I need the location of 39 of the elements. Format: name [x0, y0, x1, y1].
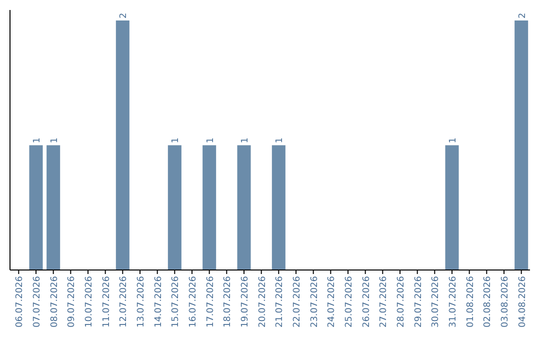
x-tick-label: 17.07.2026 [206, 276, 216, 328]
x-tick-label: 16.07.2026 [188, 276, 198, 328]
data-label: 1 [448, 138, 458, 144]
x-tick-label: 13.07.2026 [136, 276, 146, 328]
data-label: 1 [206, 138, 216, 144]
x-tick-label: 12.07.2026 [119, 276, 130, 328]
data-label: 1 [50, 138, 60, 144]
data-label: 1 [32, 138, 42, 144]
x-tick-label: 08.07.2026 [50, 276, 60, 328]
x-tick-label: 09.07.2026 [67, 276, 78, 328]
x-tick-label: 22.07.2026 [292, 276, 302, 328]
x-tick-label: 14.07.2026 [154, 276, 164, 328]
x-tick-label: 04.08.2026 [518, 276, 528, 328]
x-tick-label: 25.07.2026 [344, 276, 354, 328]
x-tick-label: 18.07.2026 [223, 276, 234, 328]
x-tick-label: 24.07.2026 [327, 276, 338, 328]
x-tick-label: 11.07.2026 [102, 276, 112, 328]
x-tick-label: 27.07.2026 [379, 276, 390, 328]
x-tick-label: 23.07.2026 [310, 276, 320, 328]
x-tick-label: 29.07.2026 [414, 276, 424, 328]
x-tick-label: 07.07.2026 [32, 276, 42, 328]
data-label: 2 [119, 12, 130, 18]
x-tick-label: 06.07.2026 [15, 276, 26, 328]
x-tick-label: 01.08.2026 [466, 276, 476, 328]
x-tick-label: 21.07.2026 [275, 276, 286, 328]
x-tick-label: 20.07.2026 [258, 276, 268, 328]
x-tick-label: 30.07.2026 [431, 276, 442, 328]
x-tick-label: 02.08.2026 [483, 276, 494, 328]
x-tick-label: 03.08.2026 [500, 276, 510, 328]
x-tick-label: 10.07.2026 [84, 276, 94, 328]
x-tick-label: 31.07.2026 [448, 276, 458, 328]
data-label: 1 [275, 138, 286, 144]
data-label: 2 [518, 12, 528, 18]
x-tick-label: 28.07.2026 [396, 276, 406, 328]
x-tick-label: 15.07.2026 [171, 276, 182, 328]
x-tick-label: 26.07.2026 [362, 276, 372, 328]
data-label: 1 [240, 138, 250, 144]
x-tick-label: 19.07.2026 [240, 276, 250, 328]
data-label: 1 [171, 138, 182, 144]
